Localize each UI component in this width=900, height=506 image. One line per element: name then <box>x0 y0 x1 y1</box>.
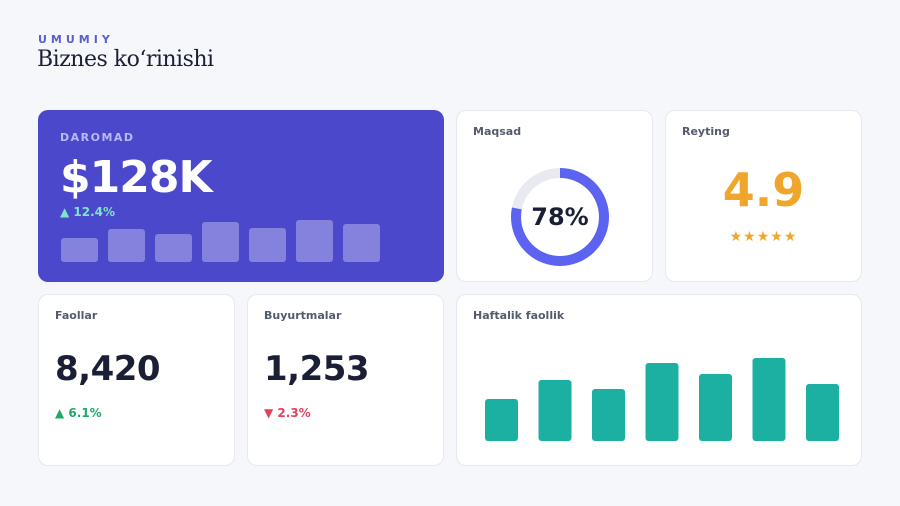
orders-delta: ▼ 2.3% <box>264 406 311 420</box>
revenue-spark-bar <box>202 222 239 262</box>
orders-label: Buyurtmalar <box>264 309 342 322</box>
weekly-bar <box>752 358 786 441</box>
rating-value: 4.9 <box>722 163 805 217</box>
revenue-value: $128K <box>60 152 213 203</box>
page-title: Biznes koʻrinishi <box>37 47 214 72</box>
goal-ring <box>511 168 609 266</box>
weekly-bar <box>645 363 679 441</box>
weekly-bar <box>806 384 839 441</box>
rating-card[interactable]: Reyting 4.9 ★★★★★ <box>665 110 862 282</box>
section-eyebrow: UMUMIY <box>38 33 114 46</box>
active-delta: ▲ 6.1% <box>55 406 102 420</box>
goal-label: Maqsad <box>473 125 522 138</box>
orders-card[interactable]: Buyurtmalar 1,253 ▼ 2.3% <box>247 294 444 466</box>
revenue-card[interactable]: DAROMAD $128K ▲ 12.4% <box>38 110 444 282</box>
active-label: Faollar <box>55 309 98 322</box>
active-users-card[interactable]: Faollar 8,420 ▲ 6.1% <box>38 294 235 466</box>
revenue-delta: ▲ 12.4% <box>60 205 116 219</box>
revenue-spark-bar <box>61 238 98 262</box>
weekly-label: Haftalik faollik <box>473 309 565 322</box>
goal-value: 78% <box>531 203 589 231</box>
rating-label: Reyting <box>682 125 730 138</box>
active-value: 8,420 <box>55 349 161 389</box>
weekly-activity-card[interactable]: Haftalik faollik <box>456 294 862 466</box>
weekly-bar-chart <box>485 358 839 441</box>
weekly-bar <box>592 389 625 441</box>
rating-stars-icon: ★★★★★ <box>729 229 798 245</box>
orders-value: 1,253 <box>264 349 370 389</box>
revenue-spark-bar <box>343 224 380 262</box>
weekly-bar <box>485 399 518 441</box>
weekly-bar <box>699 374 732 441</box>
revenue-spark-bar <box>155 234 192 262</box>
goal-card[interactable]: Maqsad 78% <box>456 110 653 282</box>
weekly-bar <box>538 380 572 441</box>
goal-ring-progress <box>511 168 609 266</box>
revenue-spark-bar <box>296 220 333 262</box>
revenue-label: DAROMAD <box>60 131 135 144</box>
revenue-spark-bar <box>108 229 145 262</box>
revenue-sparkline <box>61 220 380 262</box>
revenue-spark-bar <box>249 228 286 262</box>
